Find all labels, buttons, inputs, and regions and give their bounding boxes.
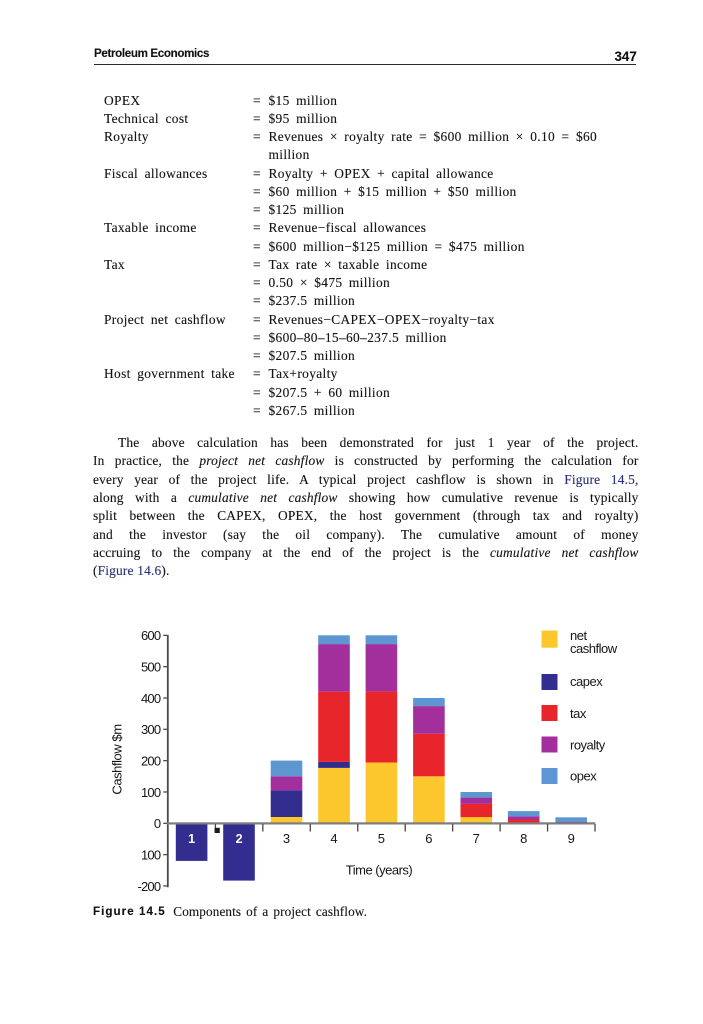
svg-text:200: 200: [141, 753, 161, 768]
svg-text:Cashflow $m: Cashflow $m: [110, 724, 125, 794]
svg-text:cashflow: cashflow: [570, 641, 618, 656]
svg-text:tax: tax: [570, 706, 587, 721]
svg-text:6: 6: [425, 831, 432, 846]
svg-text:5: 5: [378, 831, 385, 846]
svg-text:100: 100: [141, 785, 161, 800]
svg-text:opex: opex: [570, 769, 597, 784]
svg-text:1: 1: [188, 832, 195, 846]
svg-text:-200: -200: [137, 879, 160, 894]
svg-text:500: 500: [141, 659, 161, 674]
svg-text:9: 9: [568, 831, 575, 846]
svg-text:600: 600: [141, 628, 161, 643]
svg-text:0: 0: [154, 816, 161, 831]
svg-text:4: 4: [330, 831, 337, 846]
svg-text:400: 400: [141, 691, 161, 706]
svg-text:Time (years): Time (years): [346, 863, 413, 878]
svg-text:royalty: royalty: [570, 738, 606, 753]
svg-text:3: 3: [283, 831, 290, 846]
svg-text:100: 100: [141, 847, 161, 862]
svg-text:300: 300: [141, 722, 161, 737]
svg-text:net: net: [570, 628, 587, 643]
svg-text:7: 7: [473, 831, 480, 846]
svg-text:2: 2: [236, 832, 243, 846]
svg-text:8: 8: [520, 831, 527, 846]
svg-text:capex: capex: [570, 674, 603, 689]
